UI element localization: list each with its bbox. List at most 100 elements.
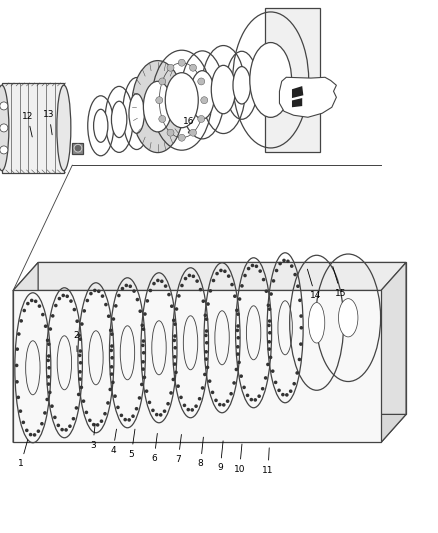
Polygon shape (13, 290, 381, 442)
Circle shape (236, 312, 240, 316)
Circle shape (238, 297, 241, 301)
Circle shape (199, 288, 202, 292)
Circle shape (79, 361, 82, 365)
Circle shape (96, 423, 99, 427)
Circle shape (68, 424, 72, 428)
Circle shape (237, 336, 240, 340)
Circle shape (250, 398, 253, 401)
Circle shape (78, 337, 82, 341)
Circle shape (145, 390, 148, 393)
Text: 4: 4 (110, 429, 117, 455)
Circle shape (101, 294, 104, 298)
Circle shape (25, 429, 28, 432)
Circle shape (109, 387, 112, 391)
Bar (265, 8, 320, 152)
Circle shape (69, 300, 73, 303)
Circle shape (240, 374, 243, 378)
Circle shape (109, 328, 113, 332)
Circle shape (15, 380, 19, 384)
Circle shape (0, 146, 8, 154)
Circle shape (74, 144, 82, 152)
Circle shape (208, 379, 212, 383)
Circle shape (72, 417, 75, 421)
Circle shape (54, 304, 58, 308)
Circle shape (264, 376, 268, 379)
Circle shape (208, 289, 212, 293)
Circle shape (247, 267, 251, 270)
Circle shape (124, 418, 127, 422)
Circle shape (159, 413, 162, 417)
Circle shape (218, 403, 222, 407)
Circle shape (92, 423, 95, 426)
Circle shape (29, 433, 32, 437)
Circle shape (38, 304, 41, 308)
Circle shape (47, 354, 51, 358)
Circle shape (64, 428, 68, 432)
Circle shape (167, 293, 171, 296)
Ellipse shape (190, 71, 215, 119)
Ellipse shape (165, 72, 198, 128)
Circle shape (187, 273, 191, 277)
Circle shape (21, 421, 25, 424)
Circle shape (242, 385, 246, 389)
Circle shape (44, 325, 47, 328)
Circle shape (271, 369, 275, 373)
Circle shape (274, 381, 277, 384)
Circle shape (206, 366, 209, 369)
Text: 10: 10 (234, 444, 245, 473)
Circle shape (110, 349, 113, 352)
Circle shape (107, 314, 110, 318)
Circle shape (298, 298, 302, 302)
Circle shape (166, 402, 170, 406)
Circle shape (78, 353, 81, 357)
Circle shape (201, 386, 205, 390)
Text: 16: 16 (183, 117, 194, 133)
Circle shape (152, 282, 156, 285)
Text: 9: 9 (217, 441, 223, 472)
Circle shape (120, 287, 124, 290)
Circle shape (201, 300, 205, 303)
Ellipse shape (211, 66, 236, 114)
Circle shape (46, 359, 50, 362)
Circle shape (75, 319, 79, 323)
Circle shape (80, 385, 83, 389)
Circle shape (204, 334, 208, 337)
Circle shape (50, 405, 54, 408)
Circle shape (277, 389, 281, 392)
Circle shape (205, 341, 208, 344)
Circle shape (78, 334, 81, 337)
Circle shape (262, 278, 265, 281)
Circle shape (204, 313, 207, 317)
Circle shape (128, 285, 132, 288)
Circle shape (177, 384, 180, 388)
Polygon shape (292, 98, 302, 107)
Circle shape (120, 414, 123, 417)
Circle shape (191, 274, 195, 278)
Circle shape (155, 413, 159, 416)
Text: 5: 5 (128, 429, 135, 458)
Text: 3: 3 (90, 424, 96, 449)
Circle shape (178, 134, 185, 141)
Circle shape (78, 370, 82, 374)
Circle shape (30, 298, 34, 302)
Ellipse shape (94, 109, 108, 142)
Ellipse shape (111, 101, 127, 138)
Text: 15: 15 (333, 266, 346, 297)
Polygon shape (292, 86, 304, 98)
Circle shape (173, 338, 176, 342)
Circle shape (254, 264, 258, 268)
Circle shape (173, 334, 177, 338)
Circle shape (143, 312, 147, 316)
Circle shape (211, 391, 214, 394)
Circle shape (175, 307, 178, 311)
Circle shape (74, 406, 78, 410)
Circle shape (258, 394, 261, 398)
Circle shape (173, 355, 177, 359)
Circle shape (299, 314, 303, 318)
Circle shape (237, 360, 241, 364)
Circle shape (178, 59, 185, 66)
Ellipse shape (143, 82, 172, 132)
Circle shape (172, 319, 176, 322)
Text: 14: 14 (307, 269, 321, 300)
Circle shape (78, 377, 82, 381)
